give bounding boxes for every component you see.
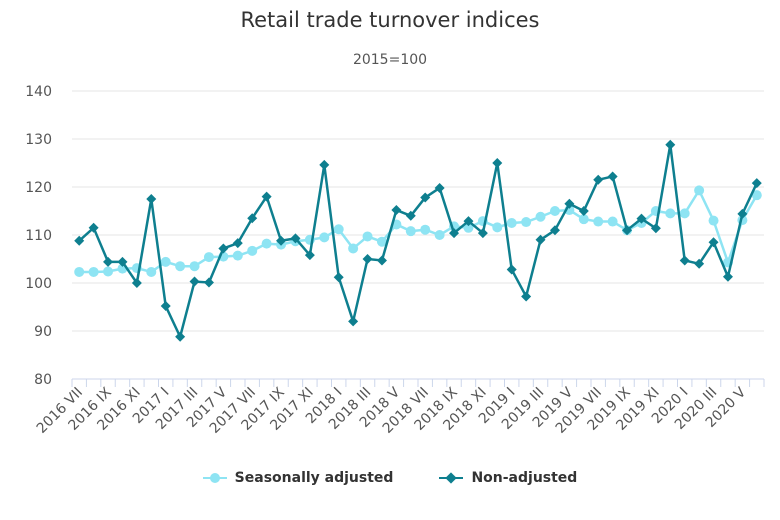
data-point-seasonally-adjusted[interactable] xyxy=(434,230,445,240)
data-point-non-adjusted[interactable] xyxy=(463,216,474,227)
data-point-seasonally-adjusted[interactable] xyxy=(74,266,85,277)
data-point-seasonally-adjusted[interactable] xyxy=(203,252,214,263)
data-point-seasonally-adjusted[interactable] xyxy=(376,236,387,247)
data-point-seasonally-adjusted[interactable] xyxy=(88,266,99,277)
data-point-non-adjusted[interactable] xyxy=(434,182,445,193)
data-point-non-adjusted[interactable] xyxy=(218,243,229,254)
data-point-non-adjusted[interactable] xyxy=(131,278,142,288)
y-tick-label: 140 xyxy=(25,84,52,100)
data-point-non-adjusted[interactable] xyxy=(549,225,560,236)
data-point-non-adjusted[interactable] xyxy=(362,254,373,264)
chart-title: Retail trade turnover indices xyxy=(240,8,540,32)
data-point-seasonally-adjusted[interactable] xyxy=(175,261,186,272)
data-point-seasonally-adjusted[interactable] xyxy=(708,215,719,226)
data-point-non-adjusted[interactable] xyxy=(521,291,532,302)
y-tick-label: 130 xyxy=(25,132,52,148)
data-point-non-adjusted[interactable] xyxy=(247,213,258,224)
data-point-seasonally-adjusted[interactable] xyxy=(506,218,517,228)
data-point-non-adjusted[interactable] xyxy=(492,158,503,168)
y-tick-label: 110 xyxy=(25,228,52,244)
data-point-non-adjusted[interactable] xyxy=(751,178,762,189)
data-point-non-adjusted[interactable] xyxy=(261,191,272,202)
data-point-seasonally-adjusted[interactable] xyxy=(549,206,560,216)
y-tick-label: 100 xyxy=(25,276,52,292)
data-point-seasonally-adjusted[interactable] xyxy=(578,214,589,225)
data-point-seasonally-adjusted[interactable] xyxy=(420,224,431,235)
data-point-non-adjusted[interactable] xyxy=(117,256,128,267)
data-point-non-adjusted[interactable] xyxy=(607,171,618,182)
y-tick-label: 80 xyxy=(34,372,52,388)
data-point-non-adjusted[interactable] xyxy=(535,234,546,245)
data-point-seasonally-adjusted[interactable] xyxy=(261,238,272,249)
data-point-non-adjusted[interactable] xyxy=(146,194,157,204)
data-point-seasonally-adjusted[interactable] xyxy=(362,231,373,242)
data-point-non-adjusted[interactable] xyxy=(665,139,676,150)
data-point-non-adjusted[interactable] xyxy=(506,264,517,275)
data-point-seasonally-adjusted[interactable] xyxy=(348,243,359,254)
data-point-non-adjusted[interactable] xyxy=(737,208,748,219)
data-point-seasonally-adjusted[interactable] xyxy=(319,232,330,243)
data-point-non-adjusted[interactable] xyxy=(232,238,243,249)
data-point-non-adjusted[interactable] xyxy=(304,250,315,261)
data-point-seasonally-adjusted[interactable] xyxy=(232,250,243,261)
chart-subtitle: 2015=100 xyxy=(352,52,428,68)
data-point-seasonally-adjusted[interactable] xyxy=(146,266,157,277)
y-tick-label: 120 xyxy=(25,180,52,196)
data-point-seasonally-adjusted[interactable] xyxy=(160,256,171,267)
data-point-non-adjusted[interactable] xyxy=(564,198,575,209)
data-point-non-adjusted[interactable] xyxy=(348,316,359,327)
y-tick-label: 90 xyxy=(34,324,52,340)
legend-item-non-adjusted[interactable]: Non-adjusted xyxy=(439,470,577,486)
data-point-seasonally-adjusted[interactable] xyxy=(463,222,474,233)
data-point-seasonally-adjusted[interactable] xyxy=(405,226,416,237)
data-point-non-adjusted[interactable] xyxy=(175,331,186,342)
data-point-non-adjusted[interactable] xyxy=(88,222,99,233)
diamond-marker-icon xyxy=(439,471,464,485)
data-point-non-adjusted[interactable] xyxy=(103,256,114,267)
data-point-non-adjusted[interactable] xyxy=(477,228,488,239)
data-point-non-adjusted[interactable] xyxy=(449,228,460,239)
legend-label: Non-adjusted xyxy=(471,470,578,486)
series-line-non-adjusted xyxy=(78,143,758,339)
data-point-non-adjusted[interactable] xyxy=(578,206,589,216)
data-point-non-adjusted[interactable] xyxy=(679,255,690,266)
data-point-non-adjusted[interactable] xyxy=(722,271,733,282)
data-point-non-adjusted[interactable] xyxy=(708,237,719,248)
data-point-seasonally-adjusted[interactable] xyxy=(535,211,546,222)
data-point-non-adjusted[interactable] xyxy=(405,210,416,221)
legend: Seasonally adjusted Non-adjusted xyxy=(0,470,780,486)
data-point-non-adjusted[interactable] xyxy=(420,192,431,203)
data-point-non-adjusted[interactable] xyxy=(636,213,647,224)
data-point-seasonally-adjusted[interactable] xyxy=(607,216,618,227)
data-point-seasonally-adjusted[interactable] xyxy=(521,217,532,228)
data-point-non-adjusted[interactable] xyxy=(189,276,200,287)
data-point-seasonally-adjusted[interactable] xyxy=(189,261,200,272)
data-point-non-adjusted[interactable] xyxy=(650,223,661,234)
data-point-seasonally-adjusted[interactable] xyxy=(679,208,690,219)
data-point-seasonally-adjusted[interactable] xyxy=(103,266,114,277)
data-point-non-adjusted[interactable] xyxy=(276,235,287,246)
data-point-non-adjusted[interactable] xyxy=(74,235,85,246)
data-point-non-adjusted[interactable] xyxy=(694,258,705,269)
data-point-seasonally-adjusted[interactable] xyxy=(247,245,258,256)
circle-marker-icon xyxy=(202,471,227,485)
data-point-seasonally-adjusted[interactable] xyxy=(492,222,503,233)
data-point-seasonally-adjusted[interactable] xyxy=(665,208,676,219)
data-point-non-adjusted[interactable] xyxy=(333,272,344,283)
legend-label: Seasonally adjusted xyxy=(234,470,394,486)
data-point-non-adjusted[interactable] xyxy=(319,159,330,170)
data-point-non-adjusted[interactable] xyxy=(290,233,301,244)
data-point-non-adjusted[interactable] xyxy=(203,277,214,288)
data-point-non-adjusted[interactable] xyxy=(391,205,402,216)
data-point-seasonally-adjusted[interactable] xyxy=(333,224,344,235)
data-point-seasonally-adjusted[interactable] xyxy=(593,216,604,227)
data-point-non-adjusted[interactable] xyxy=(622,225,633,236)
data-point-seasonally-adjusted[interactable] xyxy=(694,185,705,196)
data-point-non-adjusted[interactable] xyxy=(160,301,171,312)
data-point-non-adjusted[interactable] xyxy=(376,255,387,266)
legend-item-seasonally-adjusted[interactable]: Seasonally adjusted xyxy=(202,470,394,486)
data-point-non-adjusted[interactable] xyxy=(593,174,604,185)
data-point-seasonally-adjusted[interactable] xyxy=(751,190,762,201)
